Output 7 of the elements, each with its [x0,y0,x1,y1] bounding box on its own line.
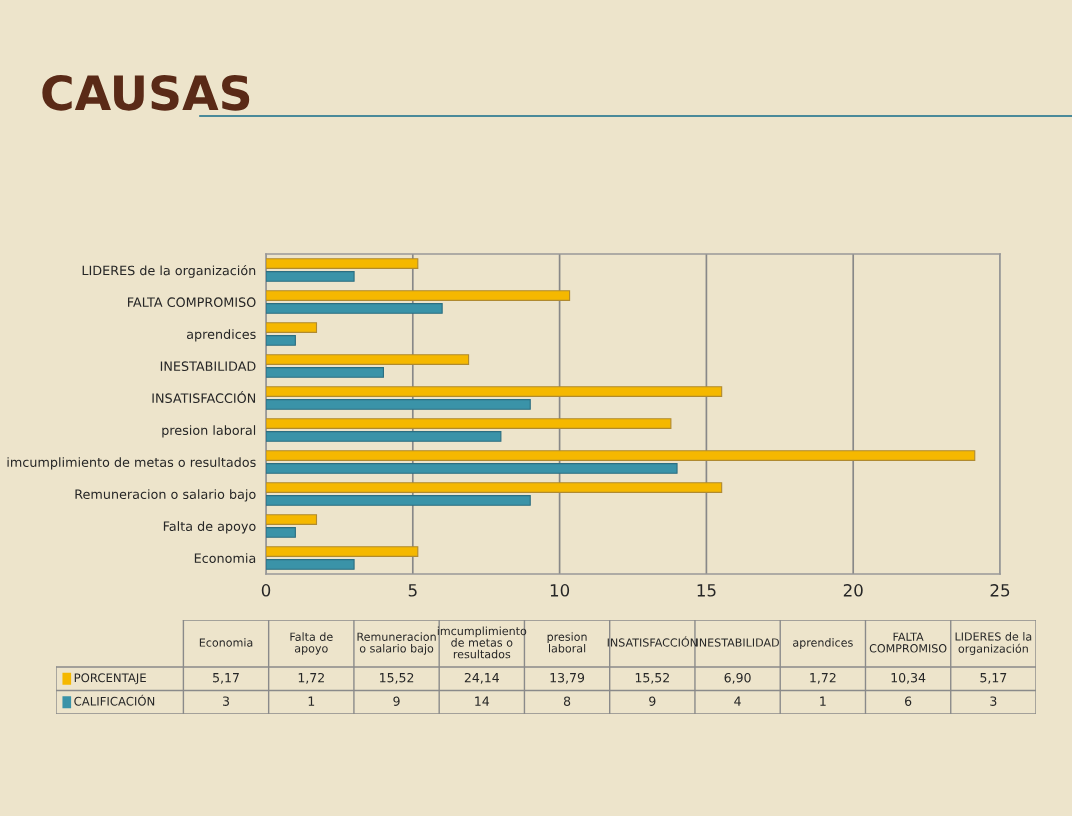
chart-title: CAUSAS [42,74,250,111]
x-tick-label: 10 [550,584,570,597]
x-tick-label: 20 [843,584,863,597]
x-tick-label: 25 [990,584,1010,597]
x-tick-label: 15 [697,584,716,597]
x-tick-label: 0 [261,584,271,597]
x-tick-label: 5 [408,584,417,597]
